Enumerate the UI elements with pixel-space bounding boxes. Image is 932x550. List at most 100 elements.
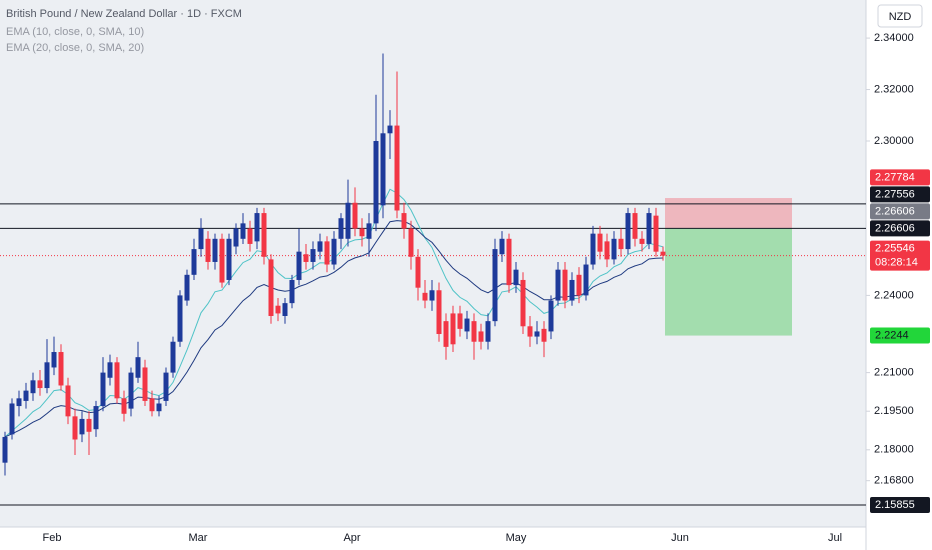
candle-body xyxy=(16,398,22,407)
candle-body xyxy=(282,303,288,316)
currency[interactable]: NZD xyxy=(889,11,912,23)
price-tag-label: 2.25546 xyxy=(875,243,915,255)
candle-body xyxy=(9,403,15,435)
candle-body xyxy=(23,390,29,401)
candle-body xyxy=(639,238,645,244)
candle-body xyxy=(128,372,134,409)
candle-body xyxy=(443,321,449,347)
candle-body xyxy=(485,321,491,342)
candle-body xyxy=(394,125,400,211)
candle-body xyxy=(44,362,50,389)
candle-body xyxy=(58,352,64,386)
candle-body xyxy=(583,264,589,296)
candle-body xyxy=(261,213,267,257)
candle-body xyxy=(464,318,470,332)
y-tick-label: 2.24000 xyxy=(874,289,914,301)
price-tag xyxy=(870,186,930,203)
candle-body xyxy=(618,238,624,250)
candle-body xyxy=(72,416,78,440)
candle-body xyxy=(366,223,372,239)
candle-body xyxy=(653,215,659,252)
candle-body xyxy=(569,279,575,301)
y-tick-label: 2.21000 xyxy=(874,367,914,379)
stop-zone xyxy=(665,198,792,229)
candle-body xyxy=(478,331,484,342)
candle-body xyxy=(604,241,610,260)
candle-body xyxy=(331,238,337,265)
candle-body xyxy=(30,380,36,394)
candle-body xyxy=(156,403,162,412)
price-tag xyxy=(870,327,930,344)
candle-body xyxy=(107,362,113,378)
price-tag-label: 2.15855 xyxy=(875,499,915,511)
candle-body xyxy=(324,241,330,265)
candle-body xyxy=(450,313,456,345)
candle-body xyxy=(597,233,603,252)
candle-body xyxy=(646,213,652,244)
plot-background xyxy=(0,0,866,527)
candle-body xyxy=(555,269,561,301)
price-tag xyxy=(870,496,930,513)
y-tick-label: 2.32000 xyxy=(874,83,914,95)
candle-body xyxy=(2,436,8,463)
x-tick-label: May xyxy=(506,532,527,544)
price-tag xyxy=(870,169,930,186)
currency-button[interactable] xyxy=(877,4,923,28)
candle-body xyxy=(513,269,519,286)
indicator-label: EMA (10, close, 0, SMA, 10) xyxy=(6,26,144,38)
chart-title: British Pound / New Zealand Dollar · 1D … xyxy=(6,8,242,20)
candle-body xyxy=(310,249,316,262)
candle-body xyxy=(632,213,638,239)
candle-body xyxy=(492,249,498,322)
x-tick-label: Apr xyxy=(343,532,360,544)
candle-body xyxy=(520,279,526,327)
candle-body xyxy=(100,372,106,407)
candle-body xyxy=(289,279,295,304)
candle-body xyxy=(422,292,428,301)
candle-body xyxy=(373,141,379,224)
plot xyxy=(0,53,866,506)
candle-body xyxy=(471,321,477,342)
x-tick-label: Mar xyxy=(189,532,208,544)
candle-body xyxy=(562,269,568,301)
candle-body xyxy=(121,398,127,414)
candle-body xyxy=(184,274,190,301)
candle-body xyxy=(303,254,309,262)
candle-body xyxy=(296,251,302,280)
y-tick-label: 2.16800 xyxy=(874,475,914,487)
candle-body xyxy=(37,380,43,389)
price-tag xyxy=(870,240,930,271)
candle-body xyxy=(149,398,155,412)
candle-body xyxy=(506,238,512,286)
candle-body xyxy=(170,341,176,373)
candle-body xyxy=(317,241,323,252)
price-tag xyxy=(870,220,930,237)
candle-body xyxy=(359,228,365,237)
y-tick-label: 2.18000 xyxy=(874,444,914,456)
target-zone xyxy=(665,228,792,336)
candle-body xyxy=(660,251,666,256)
candle-body xyxy=(387,125,393,134)
candle-body xyxy=(268,259,274,316)
candle-body xyxy=(590,233,596,265)
candle-body xyxy=(79,418,85,435)
candle-body xyxy=(93,406,99,430)
candle-body xyxy=(177,295,183,342)
candle-body xyxy=(352,202,358,229)
candle-body xyxy=(135,357,141,378)
candle-body xyxy=(198,228,204,250)
candle-body xyxy=(534,331,540,337)
price-tag-label: 2.27556 xyxy=(875,188,915,200)
ema-line xyxy=(4,220,664,438)
candle-body xyxy=(380,133,386,206)
candle-body xyxy=(212,238,218,262)
candle-body xyxy=(625,213,631,250)
candle-body xyxy=(247,228,253,244)
candle-body xyxy=(275,305,281,314)
y-tick-label: 2.34000 xyxy=(874,32,914,44)
candle-body xyxy=(611,238,617,260)
candle-body xyxy=(65,385,71,417)
candle-body xyxy=(499,238,505,255)
candle-body xyxy=(457,313,463,329)
